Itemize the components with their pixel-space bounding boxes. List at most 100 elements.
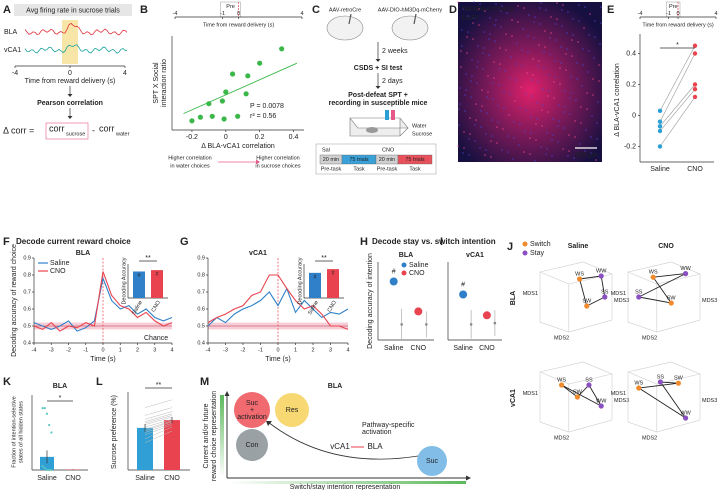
cell [563,111,565,113]
point [41,465,44,468]
axis-label: Decoding Accuracy [297,257,303,304]
pair-line [144,416,173,426]
session-label: CNO [382,147,395,153]
point [692,51,698,56]
cell [572,18,574,20]
tick-label: 0.9 [197,255,205,261]
cell [557,141,559,143]
node-label: WS [634,380,643,386]
cell [503,91,505,93]
cell [584,6,586,8]
cell [530,132,532,134]
cell [467,15,469,17]
cell [505,33,507,35]
category-label: CNO [411,345,427,352]
bar [164,420,180,470]
cell [462,8,464,10]
arrow-head [224,391,230,396]
cell [461,29,463,31]
axis-label: MDS1 [523,391,538,397]
cell [508,114,510,116]
state-node [636,294,642,300]
point [389,277,398,286]
legend-label: Switch [530,241,551,248]
tick-label: 4 [714,11,717,17]
cell [517,21,519,23]
tick-label: 1 [119,347,122,353]
cell [578,20,580,22]
tick-label: -0.2 [186,134,198,141]
cell [527,51,529,53]
cell [463,147,465,149]
cell [570,92,572,94]
tick-label: 0.2 [626,81,636,88]
block-label: Task [409,166,421,172]
heading: Decode current reward choice [16,237,131,246]
shuffle-point [493,321,497,325]
significance: ** [321,255,327,262]
cell [526,72,528,74]
cell [507,151,509,153]
point [221,116,227,122]
state-label: Res [286,407,299,414]
tick-label: 0.4 [626,50,636,57]
cell [551,155,553,157]
cell [586,92,588,94]
step-label: recording in susceptible mice [329,100,428,107]
cell [513,137,515,139]
arrow-head [256,159,260,165]
axis-label: interaction ratio [161,59,168,107]
plot-title: BLA [328,383,342,390]
annotation: r² = 0.56 [250,113,276,120]
tick-label: 1 [294,347,297,353]
cell [535,123,537,125]
point [692,86,698,92]
category-label: CNO [479,345,495,352]
axis-label: Time from reward delivery (s) [25,78,116,85]
cell [577,41,579,43]
cell [555,39,557,41]
cell [537,81,539,83]
series-line [33,276,173,332]
pair-line [144,419,173,428]
cell [533,21,535,23]
arrow-head [375,86,381,89]
axis-label: Time from reward delivery (s) [203,22,274,28]
bar [137,427,153,470]
cell [569,113,571,115]
point [206,101,212,107]
cell [501,5,503,7]
cell [549,53,551,55]
tick-label: 0.4 [289,134,299,141]
point [459,290,468,299]
cell [546,132,548,134]
cell [503,107,505,109]
pair-line [144,415,173,424]
chance-label: Chance [144,335,168,342]
cell [507,135,509,137]
bar [151,270,163,298]
cell [558,104,560,106]
state [417,446,447,476]
shuffle-point [400,323,403,326]
point [45,468,49,472]
point [209,113,215,119]
tick-label: -2 [241,347,246,353]
state-node [598,403,604,409]
bar [133,271,145,298]
cell [528,14,530,16]
node-label: SS [635,289,643,295]
axis-label: MDS1 [523,291,538,297]
tick-label: -4 [32,347,37,353]
cell [511,35,513,37]
mouse [366,127,378,133]
cell [571,55,573,57]
node-label: WS [557,377,566,383]
axis-label: MDS1 [611,391,626,397]
cell [556,2,558,4]
point [219,98,226,104]
cell [476,66,478,68]
bar-mark: # [137,273,141,279]
tick-label: 0 [676,11,679,17]
